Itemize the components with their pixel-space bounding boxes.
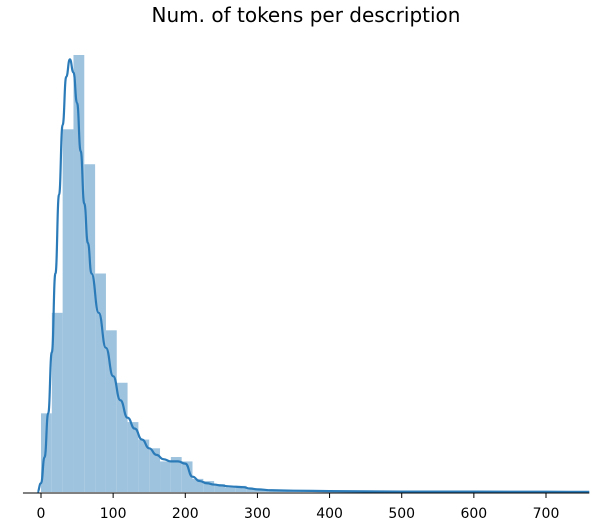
histogram-bars [41,55,474,493]
histogram-bar [257,490,269,492]
histogram-bar [181,461,193,492]
x-axis-ticks: 0 100 200 300 400 500 600 700 [37,493,560,522]
x-tick-label: 500 [388,506,415,522]
histogram-bar [149,448,161,492]
histogram-bar [105,330,117,492]
kde-curve-group [36,58,590,494]
histogram-bar [160,461,171,492]
histogram-bar [170,457,182,492]
histogram-bar [214,484,225,492]
x-tick-label: 400 [316,506,343,522]
x-tick-label: 100 [100,506,127,522]
kde-curve [36,58,590,494]
histogram-bar [62,129,74,493]
x-tick-label: 200 [172,506,199,522]
histogram-bar [192,478,204,492]
histogram-bar [138,439,150,492]
histogram-bar [224,487,236,492]
histogram-bar [95,273,106,492]
x-tick-label: 600 [460,506,487,522]
histogram-bar [84,164,96,492]
x-tick-label: 700 [533,506,560,522]
chart-title: Num. of tokens per description [152,3,461,27]
histogram-bar [246,488,258,492]
histogram-bar [235,485,247,492]
histogram-bar [116,382,128,492]
x-tick-label: 0 [37,506,46,522]
x-tick-label: 300 [244,506,271,522]
histogram-bar [203,481,215,492]
histogram-bar [127,422,139,492]
histogram-bar [51,312,63,492]
histogram-bar [73,55,85,492]
